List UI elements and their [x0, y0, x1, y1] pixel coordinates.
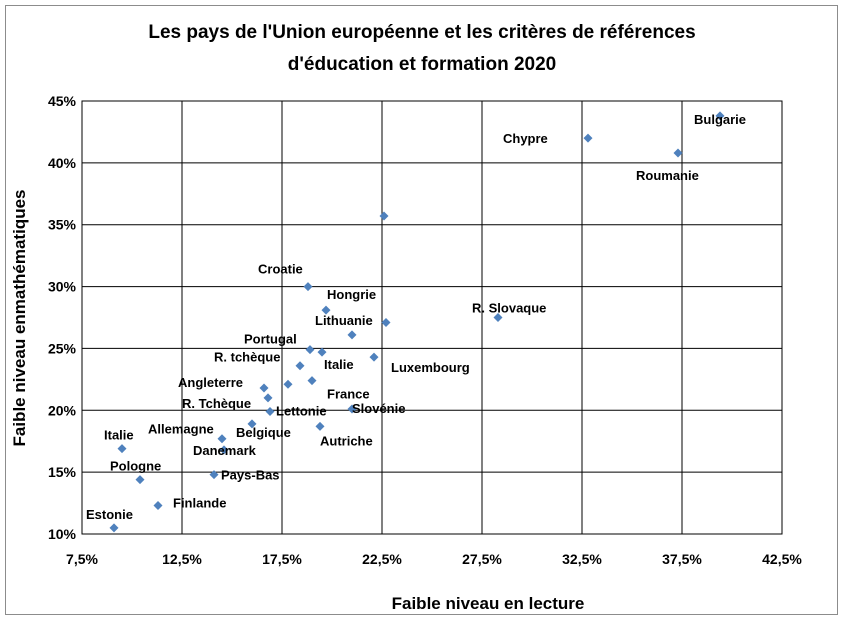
- data-point-marker: [283, 379, 293, 389]
- chart-title-line-2: d'éducation et formation 2020: [288, 54, 556, 75]
- point-label: Croatie: [258, 262, 303, 277]
- point-label: Angleterre: [178, 375, 243, 390]
- point-label: Luxembourg: [391, 360, 470, 375]
- point-label: Italie: [104, 428, 134, 443]
- data-point-marker: [307, 376, 317, 386]
- data-point-marker: [493, 313, 503, 322]
- data-point-marker: [347, 404, 357, 414]
- data-point-marker: [315, 421, 325, 431]
- data-point-marker: [265, 407, 275, 417]
- x-tick-label: 7,5%: [66, 551, 98, 567]
- point-label: Roumanie: [636, 168, 699, 183]
- data-point-marker: [321, 305, 331, 315]
- x-tick-label: 27,5%: [462, 551, 502, 567]
- point-label: Chypre: [503, 131, 548, 146]
- data-point-marker: [347, 330, 357, 340]
- point-label: R. tchèque: [214, 350, 280, 365]
- y-tick-label: 20%: [48, 402, 77, 418]
- point-label: R. Slovaque: [472, 301, 546, 316]
- data-point-marker: [317, 347, 327, 357]
- data-point-marker: [295, 361, 305, 371]
- data-point-marker: [219, 445, 229, 455]
- point-label: Belgique: [236, 425, 291, 440]
- y-tick-label: 45%: [48, 93, 77, 109]
- tick-labels: 10% 15% 20% 25% 30% 35% 40% 45% 7,5% 12,5% 17,5% 22…: [48, 93, 802, 567]
- data-point-marker: [135, 475, 145, 485]
- point-labels: Bulgarie Chypre Roumanie Croatie R. Slovaque…: [86, 112, 746, 522]
- data-point-marker: [109, 523, 119, 533]
- x-tick-label: 37,5%: [662, 551, 702, 567]
- point-label: Pologne: [110, 459, 161, 474]
- y-tick-label: 30%: [48, 279, 77, 295]
- data-points: [109, 111, 725, 533]
- point-label: Italie: [324, 357, 354, 372]
- x-tick-label: 12,5%: [162, 551, 202, 567]
- point-label: France: [327, 387, 370, 402]
- data-point-marker: [217, 434, 227, 444]
- plot-area: [81, 100, 783, 535]
- y-tick-label: 15%: [48, 464, 77, 480]
- point-label: Lithuanie: [315, 313, 373, 328]
- point-label: Slovénie: [352, 401, 405, 416]
- point-label: Danemark: [193, 443, 257, 458]
- point-label: Pays-Bas: [221, 468, 280, 483]
- y-tick-label: 25%: [48, 340, 77, 356]
- chart-frame: [5, 5, 838, 615]
- data-point-marker: [715, 111, 725, 121]
- data-point-marker: [673, 148, 683, 158]
- point-label: Estonie: [86, 507, 133, 522]
- x-axis-title: Faible niveau en lecture: [392, 594, 585, 613]
- data-point-marker: [263, 393, 273, 403]
- data-point-marker: [369, 352, 379, 362]
- x-tick-label: 32,5%: [562, 551, 602, 567]
- point-label: Bulgarie: [694, 112, 746, 127]
- data-point-marker: [117, 444, 127, 454]
- y-axis-title: Faible niveau enmathématiques: [10, 190, 29, 447]
- point-label: Autriche: [320, 433, 373, 448]
- point-label: Portugal: [244, 332, 297, 347]
- data-point-marker: [381, 317, 391, 327]
- data-point-marker: [259, 383, 269, 393]
- data-point-marker: [247, 419, 257, 429]
- data-point-marker: [379, 211, 389, 221]
- x-tick-label: 42,5%: [762, 551, 802, 567]
- point-label: Hongrie: [327, 287, 376, 302]
- point-label: Lettonie: [276, 404, 327, 419]
- grid: [81, 100, 783, 535]
- data-point-marker: [153, 501, 163, 511]
- data-point-marker: [305, 345, 315, 355]
- point-label: Allemagne: [148, 422, 214, 437]
- data-point-marker: [583, 133, 593, 143]
- point-label: Finlande: [173, 496, 226, 511]
- data-point-marker: [209, 470, 219, 480]
- y-tick-label: 40%: [48, 155, 77, 171]
- x-tick-label: 17,5%: [262, 551, 302, 567]
- chart-title-line-1: Les pays de l'Union européenne et les cr…: [148, 22, 695, 43]
- y-tick-label: 10%: [48, 526, 77, 542]
- data-point-marker: [303, 282, 313, 292]
- x-tick-label: 22,5%: [362, 551, 402, 567]
- point-label: R. Tchèque: [182, 396, 251, 411]
- y-tick-label: 35%: [48, 217, 77, 233]
